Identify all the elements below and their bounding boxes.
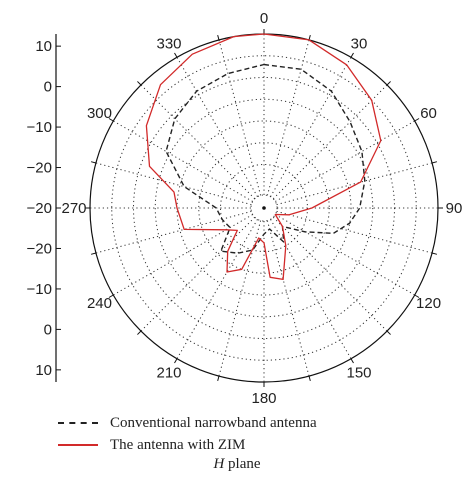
grid-spoke xyxy=(275,214,415,296)
angle-tick xyxy=(414,294,420,298)
angle-tick-label: 240 xyxy=(87,295,112,312)
chart-caption: H plane xyxy=(0,456,474,473)
legend-dashed-swatch xyxy=(58,422,98,424)
radial-tick-label: −20 xyxy=(27,240,52,257)
grid-spoke xyxy=(218,39,262,196)
center-marker xyxy=(262,206,266,210)
grid-spoke xyxy=(176,57,258,197)
grid-spoke xyxy=(266,39,310,196)
angle-tick xyxy=(350,358,354,364)
angle-tick xyxy=(386,330,391,335)
series-layer xyxy=(145,33,382,281)
legend-label-conventional: Conventional narrowband antenna xyxy=(110,414,317,431)
grid-spoke xyxy=(176,219,258,359)
radial-tick-label: 10 xyxy=(35,38,52,55)
radial-tick-label: −20 xyxy=(27,160,52,177)
radial-tick-label: 10 xyxy=(35,362,52,379)
grid-spoke xyxy=(266,220,310,377)
grid-circle xyxy=(154,98,374,318)
legend-solid-swatch xyxy=(58,444,98,446)
grid-circle xyxy=(133,77,395,339)
grid-spoke xyxy=(276,210,433,254)
grid-spoke xyxy=(270,219,352,359)
grid-circle xyxy=(176,120,352,296)
angle-tick-label: 120 xyxy=(416,295,441,312)
caption-rest: plane xyxy=(224,456,261,472)
grid-spoke xyxy=(275,120,415,202)
angle-tick xyxy=(90,252,97,255)
caption-italic-part: H xyxy=(213,456,225,472)
series-zim-line xyxy=(145,33,382,281)
angle-tick xyxy=(431,161,438,164)
angle-tick-label: 180 xyxy=(251,390,276,407)
angle-tick-labels: 0 30 60 90 120 150 180 210 240 270 300 330 xyxy=(61,10,462,407)
polar-grid xyxy=(85,29,443,387)
grid-spoke xyxy=(95,162,252,206)
polar-chart: 10 0 −10 −20 −20 −20 −10 0 10 0 30 60 90 120 150 180 21… xyxy=(27,10,463,407)
angle-tick xyxy=(174,358,178,364)
angle-tick xyxy=(137,81,142,86)
radial-tick-label: 0 xyxy=(44,79,52,96)
grid-spoke xyxy=(272,84,388,200)
angle-tick xyxy=(431,252,438,255)
grid-spoke xyxy=(140,84,256,200)
grid-spoke xyxy=(218,220,262,377)
angle-tick xyxy=(308,375,311,382)
angle-tick-label: 90 xyxy=(446,200,463,217)
legend-item-zim: The antenna with ZIM xyxy=(58,434,317,456)
angle-tick xyxy=(108,294,114,298)
grid-spoke xyxy=(95,210,252,254)
angle-tick-label: 60 xyxy=(420,105,437,122)
grid-spoke xyxy=(113,214,253,296)
angle-tick xyxy=(137,330,142,335)
legend: Conventional narrowband antenna The ante… xyxy=(58,412,317,456)
grid-circle xyxy=(198,142,330,274)
angle-tick-label: 330 xyxy=(156,35,181,52)
grid-spoke xyxy=(272,216,388,332)
radial-tick-label: 0 xyxy=(44,321,52,338)
angle-tick xyxy=(90,161,97,164)
angle-tick-label: 0 xyxy=(260,10,268,27)
grid-spoke xyxy=(276,162,433,206)
radial-tick-label: −10 xyxy=(27,119,52,136)
angle-tick xyxy=(217,375,220,382)
angle-tick-label: 150 xyxy=(346,365,371,382)
angle-tick-label: 270 xyxy=(61,200,86,217)
angle-tick xyxy=(308,34,311,41)
angle-tick xyxy=(108,118,114,122)
angle-tick xyxy=(350,52,354,58)
angle-tick-label: 300 xyxy=(87,105,112,122)
angle-tick-label: 30 xyxy=(351,35,368,52)
series-conventional-line xyxy=(165,63,366,254)
angle-tick xyxy=(414,118,420,122)
angle-tick xyxy=(174,52,178,58)
grid-spoke xyxy=(270,57,352,197)
angle-tick xyxy=(217,34,220,41)
radial-tick-label: −20 xyxy=(27,200,52,217)
radial-tick-label: −10 xyxy=(27,281,52,298)
angle-tick-label: 210 xyxy=(156,365,181,382)
grid-spoke xyxy=(113,120,253,202)
grid-spoke xyxy=(140,216,256,332)
angle-tick xyxy=(386,81,391,86)
legend-label-zim: The antenna with ZIM xyxy=(110,436,246,453)
legend-item-conventional: Conventional narrowband antenna xyxy=(58,412,317,434)
radial-axis: 10 0 −10 −20 −20 −20 −10 0 10 xyxy=(27,34,61,382)
